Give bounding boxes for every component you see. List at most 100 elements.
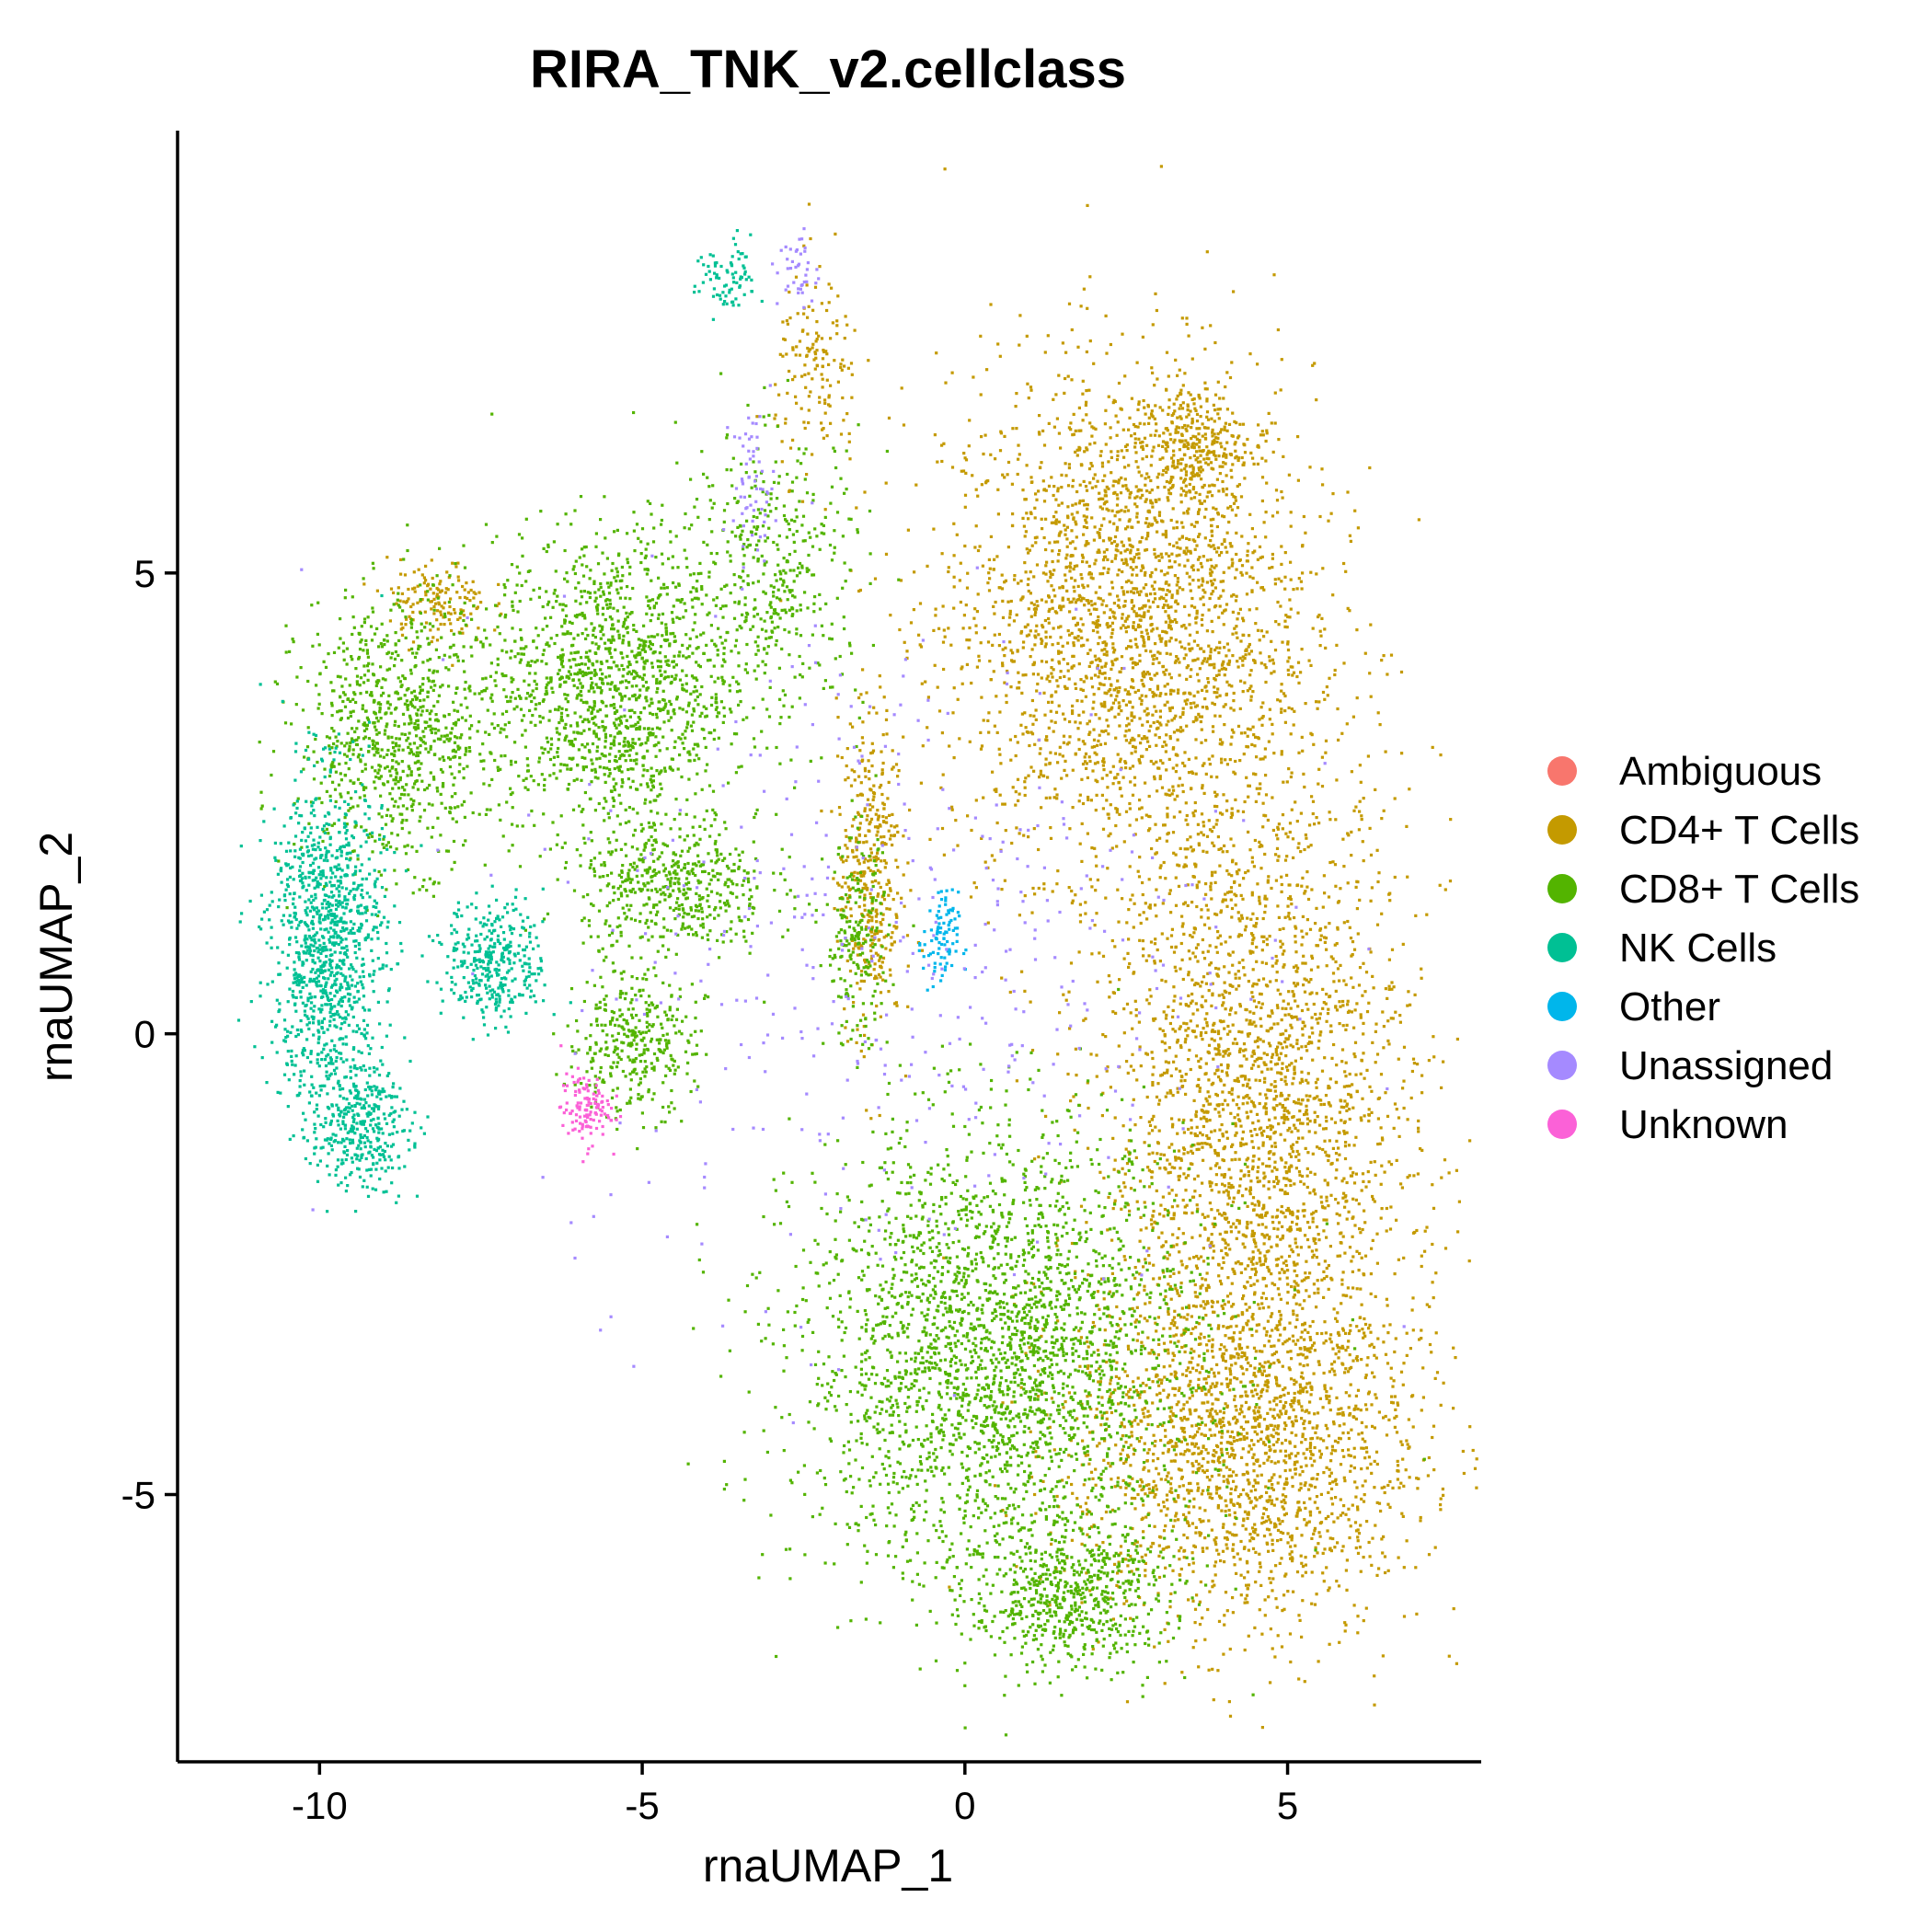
data-point [1172,1316,1177,1319]
data-point [1258,899,1261,903]
data-point [1255,1058,1259,1062]
data-point [1178,426,1181,430]
data-point [1052,515,1056,519]
data-point [1135,505,1139,509]
data-point [1225,693,1228,696]
data-point [1250,1233,1254,1236]
data-point [1003,434,1006,438]
data-point [1151,1380,1155,1384]
data-point [1085,400,1088,404]
data-point [1141,606,1144,610]
data-point [1149,995,1153,998]
data-point [1133,1276,1137,1280]
data-point [1189,1067,1192,1072]
data-point [1209,961,1213,965]
data-point [1190,706,1193,709]
data-point [1162,1071,1167,1075]
data-point [1172,746,1176,750]
data-point [1246,727,1249,730]
data-point [1334,1152,1339,1156]
data-point [1175,655,1179,659]
data-point [1335,1343,1340,1347]
data-point [1175,520,1179,523]
data-point [1286,1068,1290,1072]
data-point [1033,613,1037,616]
data-point [1224,1007,1227,1011]
data-point [1111,642,1115,646]
data-point [1179,1316,1183,1319]
data-point [1088,443,1092,446]
data-point [950,808,954,811]
data-point [1162,860,1166,865]
data-point [1295,674,1299,679]
data-point [1274,954,1278,959]
data-point [1363,1254,1368,1258]
data-point [1112,1167,1116,1171]
data-point [1255,1133,1259,1136]
data-point [1078,721,1082,725]
data-point [1246,549,1249,553]
data-point [992,670,995,673]
data-point [1197,579,1201,582]
data-point [1221,1306,1225,1310]
data-point [1194,1294,1198,1298]
data-point [1135,1305,1139,1309]
data-point [1185,813,1189,818]
data-point [1206,1400,1210,1404]
data-point [1212,1249,1216,1253]
data-point [1176,580,1179,583]
data-point [1169,605,1173,609]
data-point [1167,831,1170,835]
data-point [1392,1126,1396,1130]
data-point [1130,752,1133,755]
data-point [1227,649,1231,652]
data-point [1249,650,1253,653]
data-point [1148,605,1152,609]
data-point [900,386,903,390]
data-point [1121,613,1124,616]
data-point [1186,549,1190,553]
data-point [1123,374,1127,378]
data-point [1064,759,1067,763]
data-point [1158,1213,1162,1216]
data-point [1101,572,1105,576]
data-point [1029,570,1032,574]
data-point [1311,1058,1315,1062]
data-point [1290,903,1294,906]
data-point [1145,1052,1149,1056]
data-point [1186,838,1190,842]
data-point [1171,1015,1175,1018]
data-point [1045,677,1049,681]
data-point [1001,599,1005,603]
data-point [1100,1277,1104,1281]
data-point [1151,690,1155,695]
data-point [1269,1088,1272,1092]
data-point [1360,1189,1363,1192]
data-point [1322,874,1326,878]
data-point [1258,902,1262,905]
data-point [1174,876,1178,880]
data-point [1289,898,1293,902]
data-point [1310,1536,1314,1540]
data-point [1369,950,1373,954]
data-point [1264,1107,1268,1110]
data-point [1144,537,1148,541]
data-point [1236,612,1240,615]
data-point [1305,932,1308,936]
data-point [1174,969,1178,972]
data-point [1203,1142,1207,1145]
data-point [1281,1520,1284,1524]
data-point [1300,1279,1304,1282]
data-point [1101,497,1105,500]
data-point [1134,612,1138,615]
data-point [1003,681,1006,684]
data-point [1008,612,1012,615]
data-point [1016,741,1019,744]
data-point [1236,1113,1240,1117]
data-point [1397,1116,1401,1120]
data-point [1077,627,1081,632]
data-point [1084,403,1087,407]
data-point [1179,1167,1182,1170]
data-point [1087,732,1091,736]
data-point [1143,1201,1146,1204]
